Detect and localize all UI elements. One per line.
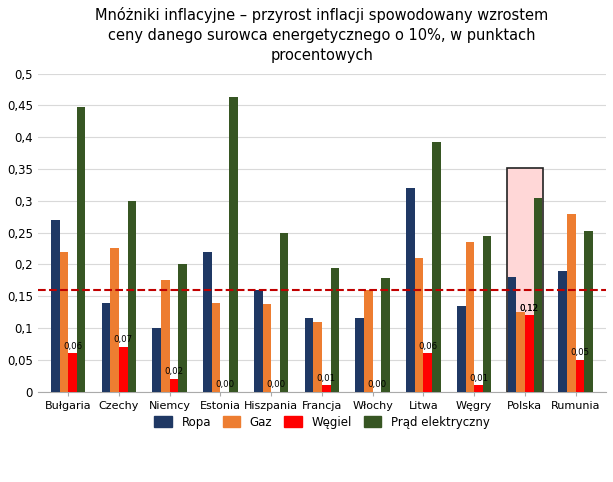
Bar <box>229 97 238 391</box>
Bar <box>119 347 128 391</box>
Bar <box>153 328 161 391</box>
Bar <box>212 303 221 391</box>
Bar <box>68 353 77 391</box>
Bar <box>170 379 178 391</box>
Bar <box>457 306 465 391</box>
Bar <box>305 319 313 391</box>
Title: Mnóżniki inflacyjne – przyrost inflacji spowodowany wzrostem
ceny danego surowca: Mnóżniki inflacyjne – przyrost inflacji … <box>95 7 549 63</box>
Bar <box>474 385 483 391</box>
Text: 0,01: 0,01 <box>469 374 488 383</box>
Text: 0,12: 0,12 <box>520 304 539 313</box>
Bar <box>424 353 432 391</box>
Bar <box>558 271 567 391</box>
Bar <box>525 315 533 391</box>
Bar <box>313 321 322 391</box>
Bar <box>584 231 593 391</box>
Bar <box>51 220 59 391</box>
Text: 0,00: 0,00 <box>215 380 234 389</box>
Text: 0,00: 0,00 <box>367 380 387 389</box>
Bar <box>356 319 364 391</box>
Bar <box>483 236 492 391</box>
Text: 0,06: 0,06 <box>63 342 82 351</box>
Bar <box>203 252 212 391</box>
Bar <box>508 277 516 391</box>
Bar <box>280 233 289 391</box>
Text: 0,06: 0,06 <box>418 342 437 351</box>
Bar <box>322 385 330 391</box>
Bar <box>330 268 339 391</box>
Bar <box>102 303 110 391</box>
Bar <box>533 198 542 391</box>
Bar <box>516 312 525 391</box>
Bar <box>465 242 474 391</box>
Bar <box>533 198 542 391</box>
Bar <box>507 168 543 391</box>
Bar <box>128 201 136 391</box>
Bar <box>415 258 424 391</box>
Bar <box>525 315 533 391</box>
Bar <box>59 252 68 391</box>
Text: 0,12: 0,12 <box>520 304 539 313</box>
Bar <box>567 214 576 391</box>
Text: 0,05: 0,05 <box>570 348 590 357</box>
Bar <box>161 281 170 391</box>
Text: 0,00: 0,00 <box>266 380 285 389</box>
Legend: Ropa, Gaz, Węgiel, Prąd elektryczny: Ropa, Gaz, Węgiel, Prąd elektryczny <box>150 411 494 433</box>
Bar <box>364 290 373 391</box>
Bar <box>178 265 187 391</box>
Bar <box>432 142 441 391</box>
Text: 0,07: 0,07 <box>114 335 133 345</box>
Bar <box>381 279 390 391</box>
Bar <box>508 277 516 391</box>
Bar <box>110 249 119 391</box>
Text: 0,02: 0,02 <box>164 367 184 376</box>
Bar <box>262 304 271 391</box>
Bar <box>576 360 584 391</box>
Bar <box>516 312 525 391</box>
Bar <box>406 188 415 391</box>
Text: 0,01: 0,01 <box>317 374 336 383</box>
Bar <box>254 290 262 391</box>
Bar <box>77 107 85 391</box>
